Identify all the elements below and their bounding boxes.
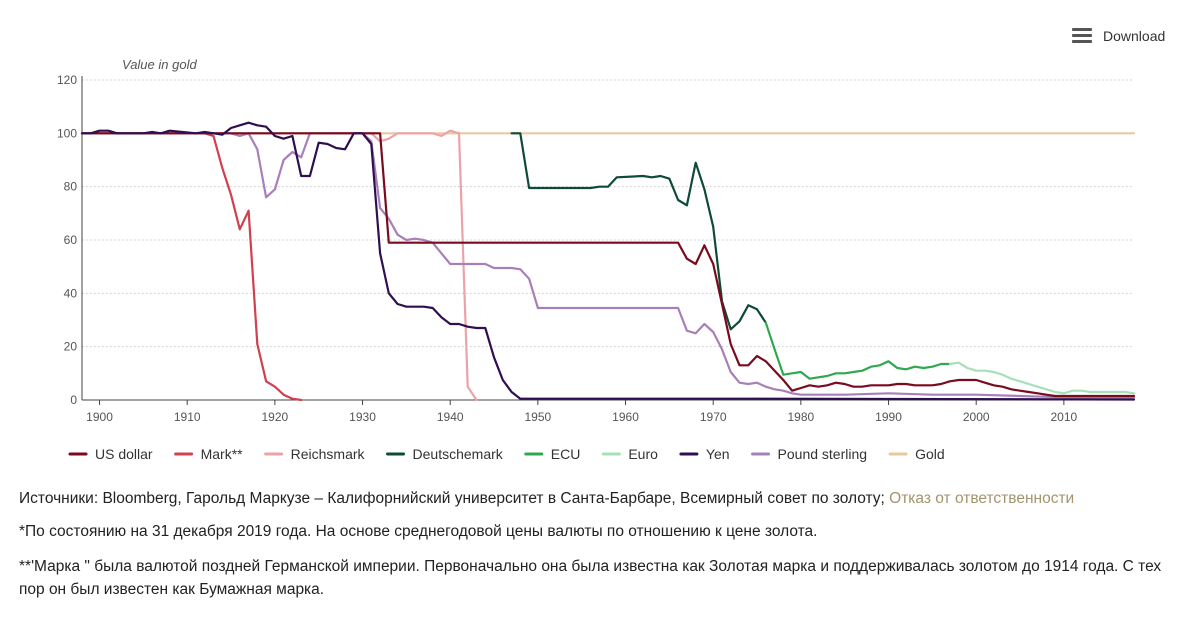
hamburger-menu-icon <box>1072 28 1092 44</box>
legend-item-euro[interactable]: Euro <box>601 446 658 462</box>
y-tick-label: 20 <box>64 340 78 354</box>
legend-label: Mark** <box>201 446 244 462</box>
series-line-euro <box>948 361 1136 395</box>
x-tick-label: 1960 <box>612 410 639 424</box>
legend-item-us-dollar[interactable]: US dollar <box>68 446 153 462</box>
legend-item-reichsmark[interactable]: Reichsmark <box>264 446 366 462</box>
legend-item-deutschemark[interactable]: Deutschemark <box>386 446 504 462</box>
legend-item-ecu[interactable]: ECU <box>524 446 581 462</box>
x-tick-label: 1940 <box>437 410 464 424</box>
legend-item-mark[interactable]: Mark** <box>174 446 244 462</box>
x-tick-label: 1910 <box>174 410 201 424</box>
y-axis-title: Value in gold <box>122 57 197 72</box>
legend-item-pound-sterling[interactable]: Pound sterling <box>751 446 868 462</box>
footnote-mark: **'Марка " была валютой поздней Германск… <box>19 558 1162 598</box>
x-tick-label: 1930 <box>349 410 376 424</box>
series-line-mark <box>80 132 303 402</box>
line-chart: 0 20 40 60 80 100 120 1900 1910 1920 1930 1940 1950… <box>57 57 1136 462</box>
series-line-pound-sterling <box>80 132 1136 399</box>
series-line-ecu <box>764 321 951 380</box>
footnote-date: *По состоянию на 31 декабря 2019 года. Н… <box>19 523 818 540</box>
grid-lines <box>82 79 1134 348</box>
y-tick-label: 100 <box>57 126 77 140</box>
y-tick-label: 40 <box>64 286 78 300</box>
notes: Источники: Bloomberg, Гарольд Маркузе – … <box>19 487 1184 613</box>
download-button[interactable]: Download <box>1072 26 1165 46</box>
legend: US dollar Mark** Reichsmark Deutschemark ECU… <box>68 446 945 462</box>
x-tick-label: 1920 <box>262 410 289 424</box>
sources-line: Источники: Bloomberg, Гарольд Маркузе – … <box>19 487 1184 510</box>
legend-label: Reichsmark <box>291 446 366 462</box>
x-tick-label: 1990 <box>875 410 902 424</box>
legend-label: US dollar <box>95 446 153 462</box>
legend-item-yen[interactable]: Yen <box>679 446 730 462</box>
y-axis: 0 20 40 60 80 100 120 <box>57 73 83 407</box>
legend-label: Pound sterling <box>778 446 868 462</box>
y-tick-label: 120 <box>57 73 77 87</box>
x-tick-label: 1900 <box>86 410 113 424</box>
y-tick-label: 60 <box>64 233 78 247</box>
x-tick-label: 1980 <box>788 410 815 424</box>
sources-text: Источники: Bloomberg, Гарольд Маркузе – … <box>19 490 885 507</box>
legend-label: Euro <box>628 446 658 462</box>
series-line-yen <box>80 121 1136 401</box>
series-line-deutschemark <box>510 132 767 331</box>
y-tick-label: 80 <box>64 180 78 194</box>
download-label: Download <box>1103 28 1166 44</box>
legend-label: Gold <box>915 446 945 462</box>
series-line-us-dollar <box>80 132 1136 398</box>
x-tick-label: 2000 <box>963 410 990 424</box>
legend-item-gold[interactable]: Gold <box>888 446 945 462</box>
legend-label: Yen <box>706 446 730 462</box>
x-tick-label: 1950 <box>525 410 552 424</box>
series-lines <box>80 121 1136 402</box>
disclaimer-link[interactable]: Отказ от ответственности <box>889 490 1075 507</box>
x-tick-label: 1970 <box>700 410 727 424</box>
y-tick-label: 0 <box>70 393 77 407</box>
legend-label: ECU <box>551 446 581 462</box>
series-line-reichsmark <box>308 129 478 402</box>
legend-label: Deutschemark <box>413 446 504 462</box>
x-axis: 1900 1910 1920 1930 1940 1950 1960 1970 1980 1990… <box>82 399 1134 424</box>
x-tick-label: 2010 <box>1051 410 1078 424</box>
